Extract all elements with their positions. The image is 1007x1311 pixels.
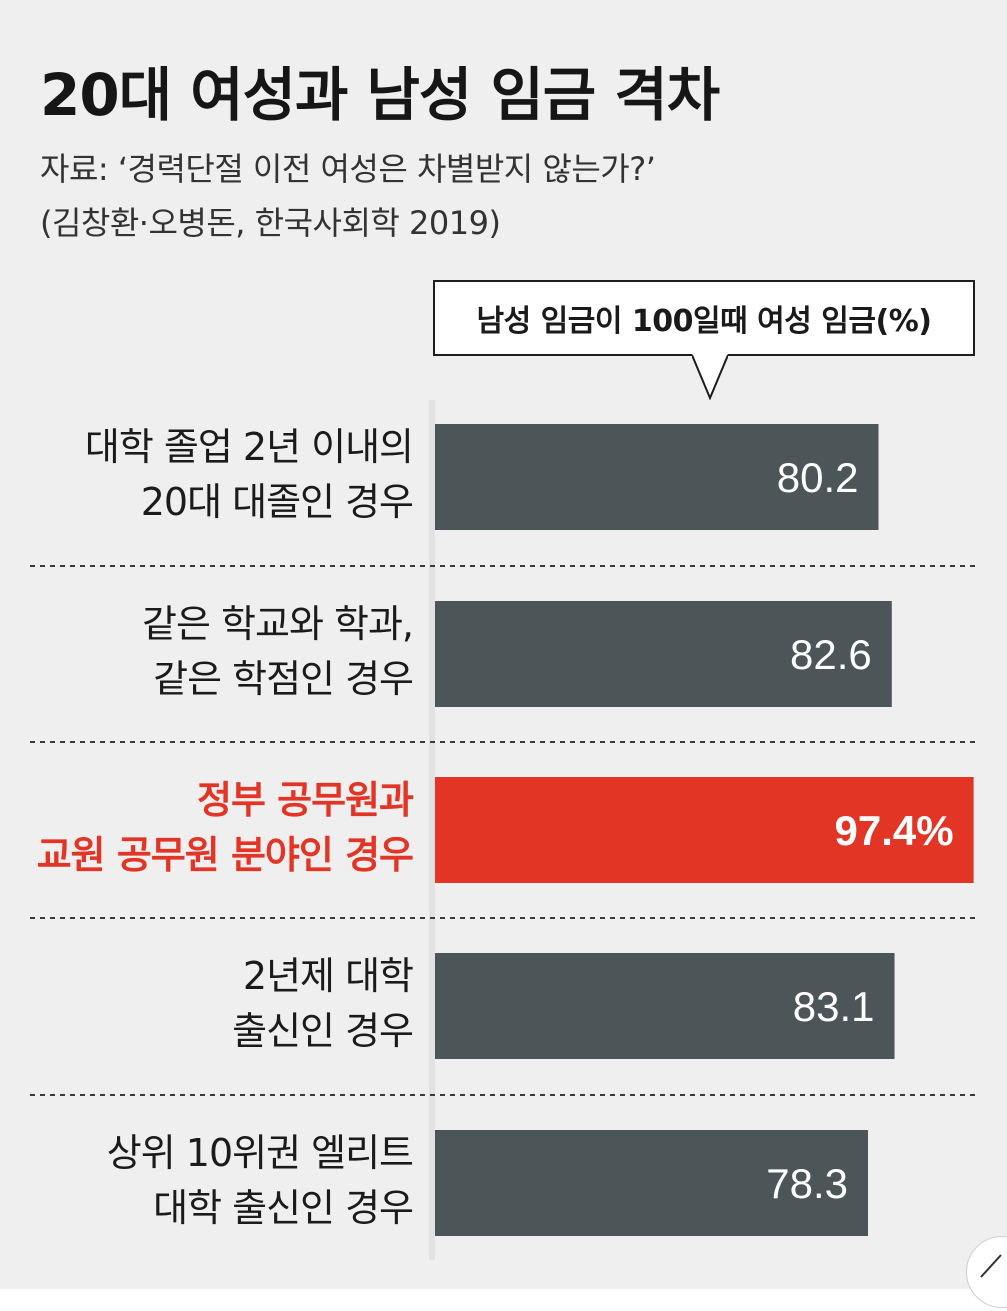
category-label-line: 20대 대졸인 경우	[140, 480, 414, 524]
bar	[435, 424, 879, 530]
share-button[interactable]	[966, 1236, 1007, 1308]
source-line-1: 자료: ‘경력단절 이전 여성은 차별받지 않는가?’	[40, 150, 656, 188]
category-label-line: 정부 공무원과	[197, 778, 414, 822]
category-label-line: 같은 학교와 학과,	[142, 602, 414, 646]
bar	[435, 601, 892, 707]
bar-value-label: 82.6	[790, 631, 872, 678]
legend-callout: 남성 임금이 100일때 여성 임금(%)	[433, 280, 975, 356]
category-label-line: 대학 출신인 경우	[153, 1186, 414, 1230]
category-label: 같은 학교와 학과, 같은 학점인 경우	[0, 597, 414, 707]
legend-text: 남성 임금이 100일때 여성 임금(%)	[476, 304, 932, 339]
bar-value-label: 97.4%	[835, 807, 954, 854]
bar	[435, 1130, 868, 1236]
category-label-line: 출신인 경우	[232, 1009, 414, 1053]
chart-source: 자료: ‘경력단절 이전 여성은 차별받지 않는가?’ (김창환·오병돈, 한국…	[40, 142, 656, 250]
category-label-line: 교원 공무원 분야인 경우	[36, 833, 414, 877]
share-arrow-icon	[980, 1254, 1002, 1278]
legend-pointer	[692, 354, 728, 400]
bar	[435, 777, 974, 883]
source-line-2: (김창환·오병돈, 한국사회학 2019)	[40, 204, 501, 242]
category-label-line: 같은 학점인 경우	[153, 657, 414, 701]
bar-value-label: 80.2	[777, 454, 859, 501]
category-label: 대학 졸업 2년 이내의 20대 대졸인 경우	[0, 420, 414, 530]
category-label-line: 대학 졸업 2년 이내의	[84, 425, 414, 469]
category-label-line: 2년제 대학	[242, 954, 414, 998]
bar-value-label: 78.3	[766, 1160, 848, 1207]
bar-value-label: 83.1	[793, 983, 875, 1030]
category-label-line: 상위 10위권 엘리트	[106, 1131, 414, 1175]
axis-shadow	[429, 400, 435, 1260]
bar	[435, 953, 895, 1059]
chart-title: 20대 여성과 남성 임금 격차	[40, 61, 720, 129]
